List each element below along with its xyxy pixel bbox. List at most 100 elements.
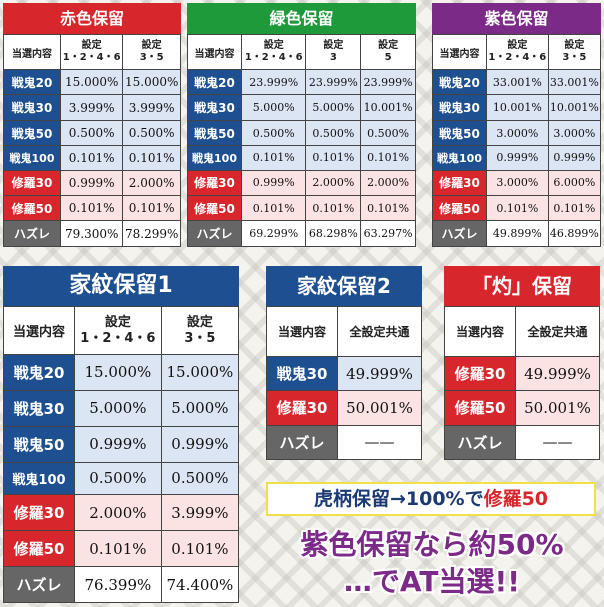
purple-hold-title: 紫色保留 [432, 3, 601, 34]
row-label: 戦鬼30 [3, 94, 61, 121]
row-label: 修羅30 [444, 355, 516, 392]
kamon1-table: 当選内容 設定 1・2・4・6 設定 3・5 戦鬼20 15.000% 15.000… [3, 306, 240, 603]
value-cell: 10.001% [547, 94, 602, 121]
value-cell: —— [515, 424, 600, 461]
value-cell: 0.101% [547, 194, 602, 222]
row-label: 戦鬼50 [187, 119, 242, 147]
value-cell: 0.101% [59, 194, 124, 222]
row-label: 修羅30 [3, 494, 75, 532]
table-row: 戦鬼30 5.000% 5.000% 10.001% [187, 94, 416, 121]
value-cell: 15.000% [74, 354, 162, 391]
row-label: 修羅30 [432, 169, 487, 197]
header-cell: 当選内容 [432, 34, 487, 70]
value-cell: 3.000% [547, 119, 602, 147]
header-cell: 当選内容 [187, 34, 242, 70]
table-row: 戦鬼50 3.000% 3.000% [432, 119, 602, 147]
table-row: ハズレ 49.899% 46.899% [432, 220, 602, 247]
table-row: 戦鬼20 15.000% 15.000% [3, 354, 240, 391]
header-cell: 設定 1・2・4・6 [486, 34, 549, 70]
header-cell: 設定 3・5 [547, 34, 602, 70]
value-cell: 5.000% [240, 94, 307, 121]
green-hold-table: 当選内容 設定 1・2・4・6 設定 3 設定 5 戦鬼20 23.999% 23.… [187, 34, 416, 247]
row-label: 戦鬼100 [3, 145, 61, 171]
value-cell: 79.300% [59, 220, 124, 247]
table-row: 戦鬼20 23.999% 23.999% 23.999% [187, 68, 416, 96]
row-label: 戦鬼30 [266, 355, 338, 392]
row-label: ハズレ [3, 220, 61, 247]
value-cell: 2.000% [74, 494, 162, 532]
value-cell: 5.000% [305, 94, 362, 121]
table-row: 戦鬼50 0.999% 0.999% [3, 425, 240, 463]
table-row: 修羅30 50.001% [266, 390, 422, 426]
table-row: ハズレ 76.399% 74.400% [3, 566, 240, 603]
row-label: 戦鬼20 [187, 68, 242, 96]
row-label: 修羅50 [187, 194, 242, 222]
value-cell: 33.001% [486, 68, 549, 96]
row-label: ハズレ [266, 424, 338, 461]
tiger-note-highlight: 修羅50 [483, 488, 549, 510]
value-cell: 0.101% [59, 145, 124, 171]
value-cell: 0.500% [305, 119, 362, 147]
value-cell: 69.299% [240, 220, 307, 247]
value-cell: 3.000% [486, 119, 549, 147]
purple-hold-table: 当選内容 設定 1・2・4・6 設定 3・5 戦鬼20 33.001% 33.001… [432, 34, 602, 247]
value-cell: 49.999% [337, 355, 422, 392]
row-label: ハズレ [432, 220, 487, 247]
value-cell: 46.899% [547, 220, 602, 247]
value-cell: 0.999% [240, 169, 307, 197]
value-cell: 49.899% [486, 220, 549, 247]
value-cell: 0.101% [122, 145, 181, 171]
row-label: 修羅50 [432, 194, 487, 222]
value-cell: 0.101% [305, 145, 362, 171]
table-row: 戦鬼30 5.000% 5.000% [3, 389, 240, 427]
value-cell: 0.500% [74, 461, 162, 496]
header-cell: 全設定共通 [515, 306, 600, 357]
value-cell: 33.001% [547, 68, 602, 96]
row-label: 戦鬼20 [3, 68, 61, 96]
row-label: 戦鬼50 [3, 425, 75, 463]
row-label: 修羅50 [3, 530, 75, 568]
header-cell: 全設定共通 [337, 306, 422, 357]
value-cell: 23.999% [240, 68, 307, 96]
table-row: 戦鬼100 0.999% 0.999% [432, 145, 602, 171]
table-row: 修羅30 0.999% 2.000% 2.000% [187, 169, 416, 197]
value-cell: 15.000% [160, 354, 240, 391]
value-cell: 0.500% [122, 119, 181, 147]
value-cell: 0.101% [74, 530, 162, 568]
value-cell: 63.297% [360, 220, 416, 247]
green-hold-title: 緑色保留 [187, 3, 416, 34]
value-cell: 0.101% [240, 145, 307, 171]
table-row: ハズレ —— [266, 424, 422, 461]
row-label: 戦鬼30 [432, 94, 487, 121]
value-cell: 0.999% [74, 425, 162, 463]
row-label: 戦鬼20 [3, 354, 75, 391]
row-label: 修羅30 [266, 390, 338, 426]
row-label: ハズレ [444, 424, 516, 461]
table-row: 戦鬼50 0.500% 0.500% 0.500% [187, 119, 416, 147]
table-row: ハズレ 79.300% 78.299% [3, 220, 181, 247]
row-label: 戦鬼100 [187, 145, 242, 171]
table-row: 戦鬼100 0.500% 0.500% [3, 461, 240, 496]
header-cell: 設定 1・2・4・6 [240, 34, 307, 70]
table-row: ハズレ —— [444, 424, 600, 461]
table-row: 戦鬼20 33.001% 33.001% [432, 68, 602, 96]
table-row: 修羅50 0.101% 0.101% [432, 194, 602, 222]
header-cell: 設定 1・2・4・6 [59, 34, 124, 70]
value-cell: 3.000% [486, 169, 549, 197]
value-cell: 49.999% [515, 355, 600, 392]
row-label: 戦鬼50 [432, 119, 487, 147]
value-cell: 0.101% [360, 145, 416, 171]
value-cell: 0.500% [360, 119, 416, 147]
kamon2-table: 当選内容 全設定共通 戦鬼30 49.999% 修羅30 50.001% ハズレ —— [266, 306, 422, 461]
value-cell: 78.299% [122, 220, 181, 247]
value-cell: 50.001% [515, 390, 600, 426]
table-row: 修羅50 0.101% 0.101% [3, 194, 181, 222]
shaku-title: 「灼」保留 [444, 266, 600, 306]
header-cell: 当選内容 [3, 306, 75, 355]
value-cell: 5.000% [160, 389, 240, 427]
value-cell: 3.999% [122, 94, 181, 121]
value-cell: 5.000% [74, 389, 162, 427]
row-label: 戦鬼100 [3, 461, 75, 496]
kamon1-panel: 家紋保留1 当選内容 設定 1・2・4・6 設定 3・5 戦鬼20 15.000%… [3, 266, 240, 603]
header-cell: 設定 5 [360, 34, 416, 70]
